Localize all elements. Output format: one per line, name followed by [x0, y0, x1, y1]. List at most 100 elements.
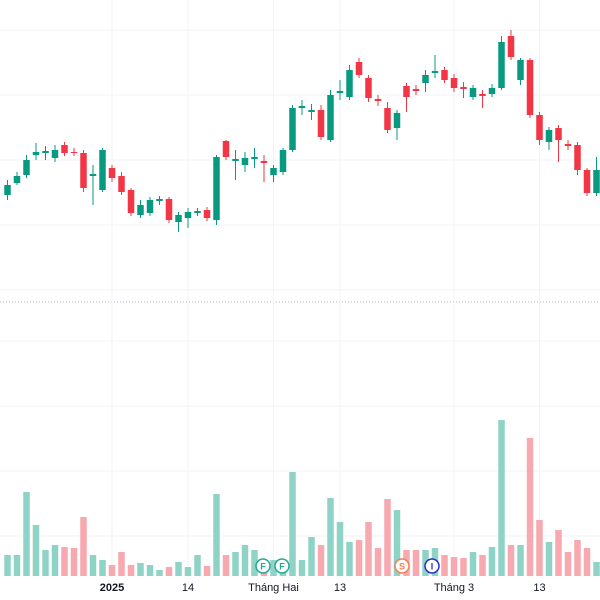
volume-bar	[583, 548, 591, 576]
x-tick-label: 13	[334, 582, 346, 594]
volume-bar	[498, 420, 505, 576]
volume-bar	[146, 565, 154, 576]
candle-body	[298, 106, 306, 108]
volume-bar	[241, 545, 249, 576]
candle-body	[13, 176, 21, 183]
x-tick-label: Tháng Hai	[248, 582, 299, 594]
candle-body	[203, 210, 211, 218]
candle-body	[308, 110, 315, 112]
candle-body	[70, 152, 78, 153]
volume-bar	[13, 555, 21, 576]
volume-bar	[355, 540, 363, 576]
candle-body	[51, 150, 59, 158]
event-marker: I	[424, 558, 440, 574]
volume-bar	[32, 525, 40, 576]
candle-body	[526, 60, 534, 115]
volume-bar	[89, 555, 97, 576]
x-tick-label: 2025	[100, 582, 124, 594]
volume-bar	[574, 540, 581, 576]
volume-bar	[346, 542, 353, 576]
candle-body	[384, 108, 391, 130]
candle-body	[583, 170, 591, 193]
volume-bar	[393, 510, 401, 576]
event-label: I	[431, 561, 434, 571]
volume-bar	[289, 472, 296, 576]
volume-bar	[194, 555, 201, 576]
volume-bar	[384, 499, 391, 576]
volume-bar	[365, 522, 372, 576]
candle-body	[488, 88, 496, 94]
candle-body	[536, 115, 543, 140]
candle-body	[450, 78, 458, 88]
candle-body	[156, 199, 163, 201]
volume-bar	[213, 494, 220, 576]
candle-body	[4, 185, 11, 195]
candle-body	[118, 176, 125, 192]
volume-bar	[222, 555, 230, 576]
volume-bar	[99, 560, 106, 576]
volume-bar	[555, 530, 562, 576]
volume-bar	[526, 438, 534, 576]
volume-bar	[118, 552, 125, 576]
candle-body	[260, 161, 268, 163]
candle-body	[175, 215, 182, 222]
candle-body	[403, 86, 410, 97]
candle-body	[241, 158, 249, 165]
candle-body	[89, 174, 97, 176]
volume-bar	[317, 545, 325, 576]
x-tick-label: 13	[533, 582, 545, 594]
candle-body	[355, 62, 363, 75]
candle-body	[194, 211, 201, 213]
candle-body	[327, 95, 334, 140]
volume-bar	[232, 552, 239, 576]
candle-body	[42, 151, 49, 153]
volume-bar	[460, 558, 467, 576]
volume-bar	[251, 550, 258, 576]
volume-bar	[536, 520, 543, 576]
candle-body	[108, 168, 116, 178]
candle-body	[574, 145, 581, 170]
x-tick-label: Tháng 3	[434, 582, 474, 594]
event-label: S	[399, 561, 405, 571]
candle-body	[184, 212, 192, 218]
candle-body	[251, 157, 258, 159]
volume-bar	[507, 545, 515, 576]
volume-bar	[42, 550, 49, 576]
volume-bar	[203, 566, 211, 576]
volume-bar	[80, 517, 87, 576]
volume-bar	[564, 552, 572, 576]
candle-body	[431, 71, 439, 73]
volume-bar	[156, 570, 163, 576]
candle-body	[346, 70, 353, 97]
candle-body	[479, 94, 486, 96]
event-marker: F	[255, 558, 271, 574]
volume-bar	[270, 560, 277, 576]
event-label: F	[279, 561, 285, 571]
volume-bar	[61, 547, 68, 576]
volume-bar	[108, 565, 116, 576]
candle-body	[137, 205, 144, 215]
event-label: F	[260, 561, 266, 571]
candle-body	[61, 145, 68, 153]
candle-body	[365, 78, 372, 98]
volume-bar	[165, 567, 173, 576]
candle-body	[336, 91, 344, 93]
volume-bar	[488, 547, 496, 576]
candle-body	[279, 150, 287, 172]
candle-body	[393, 113, 401, 128]
volume-bar	[327, 498, 334, 576]
candle-body	[564, 144, 572, 146]
volume-bar	[412, 550, 420, 576]
volume-bar	[184, 567, 192, 576]
candle-body	[441, 70, 448, 80]
candle-body	[317, 110, 325, 137]
volume-bar	[70, 548, 78, 576]
event-marker: S	[394, 558, 410, 574]
candle-body	[517, 60, 524, 80]
volume-bar	[175, 562, 182, 576]
volume-bar	[308, 537, 315, 576]
volume-bar	[469, 552, 477, 576]
volume-bar	[23, 492, 30, 576]
candle-body	[507, 36, 515, 57]
candle-body	[80, 153, 87, 188]
